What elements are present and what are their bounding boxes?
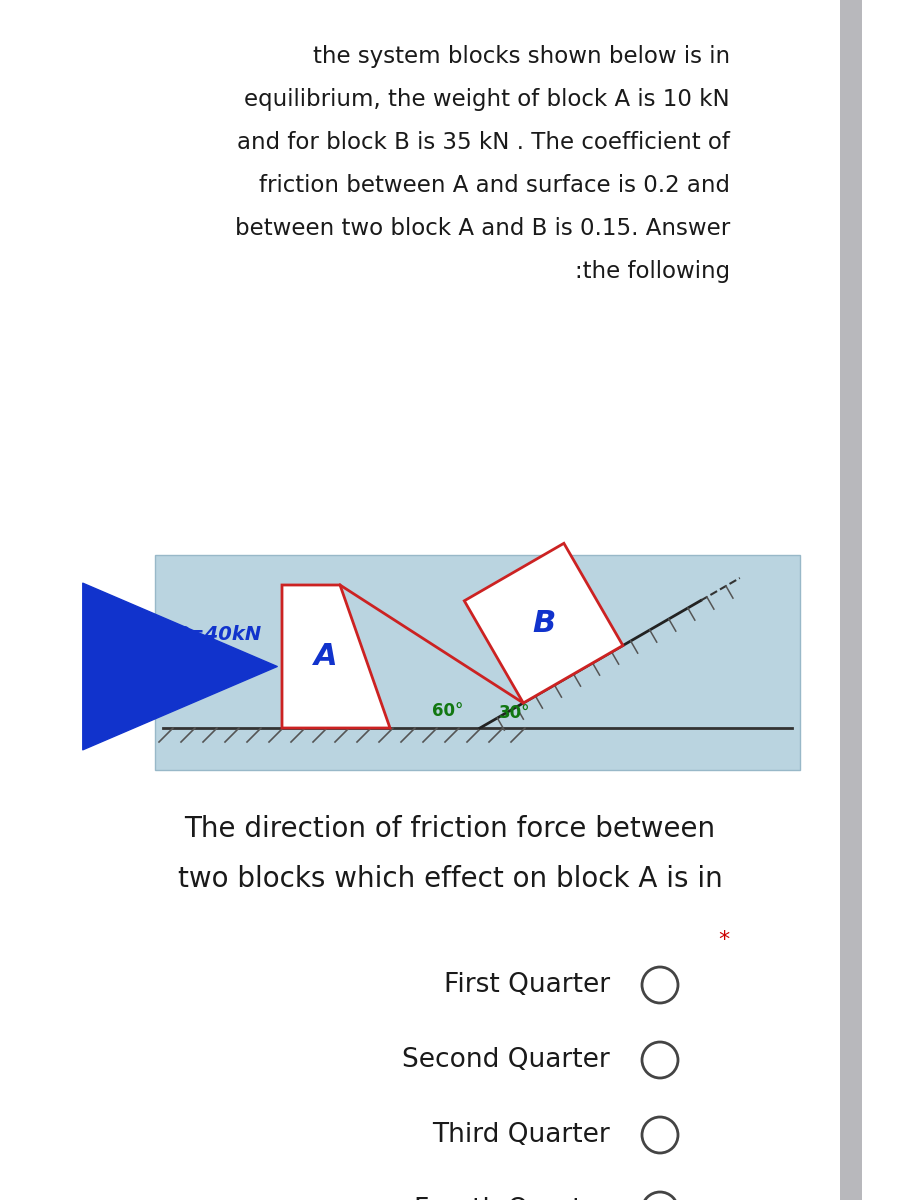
Polygon shape bbox=[282, 584, 390, 728]
Text: First Quarter: First Quarter bbox=[444, 972, 610, 998]
Text: equilibrium, the weight of block A is 10 kN: equilibrium, the weight of block A is 10… bbox=[245, 88, 730, 110]
Bar bbox=[840, 0, 862, 1200]
Text: 60°: 60° bbox=[432, 702, 464, 720]
Polygon shape bbox=[464, 544, 623, 703]
Text: :the following: :the following bbox=[575, 260, 730, 283]
Text: A: A bbox=[314, 642, 338, 671]
Text: *: * bbox=[719, 930, 730, 950]
Text: Second Quarter: Second Quarter bbox=[402, 1046, 610, 1073]
Text: Fourth Quarter: Fourth Quarter bbox=[414, 1198, 610, 1200]
Text: the system blocks shown below is in: the system blocks shown below is in bbox=[313, 44, 730, 68]
Text: Third Quarter: Third Quarter bbox=[432, 1122, 610, 1148]
Text: friction between A and surface is 0.2 and: friction between A and surface is 0.2 an… bbox=[259, 174, 730, 197]
Text: P=40kN: P=40kN bbox=[175, 625, 262, 644]
Text: two blocks which effect on block A is in: two blocks which effect on block A is in bbox=[177, 865, 723, 893]
Text: between two block A and B is 0.15. Answer: between two block A and B is 0.15. Answe… bbox=[235, 217, 730, 240]
Text: The direction of friction force between: The direction of friction force between bbox=[184, 815, 716, 842]
Text: B: B bbox=[532, 608, 555, 637]
Bar bbox=[155, 554, 800, 770]
Text: and for block B is 35 kN . The coefficient of: and for block B is 35 kN . The coefficie… bbox=[237, 131, 730, 154]
Text: 30°: 30° bbox=[500, 704, 531, 722]
